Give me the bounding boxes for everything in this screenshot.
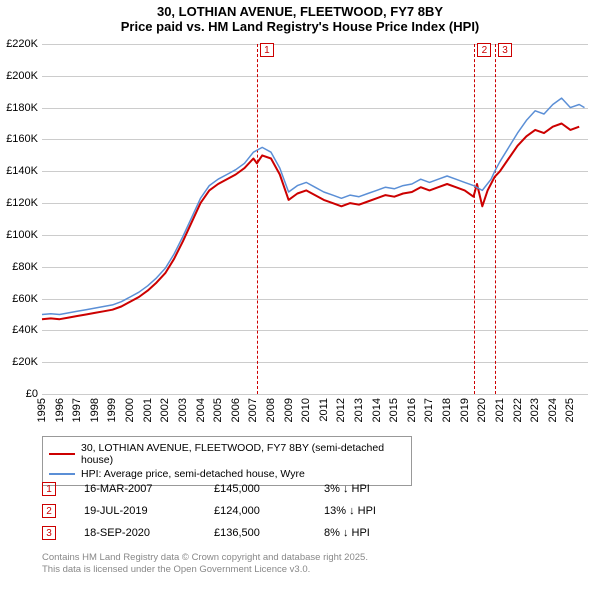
x-tick-label: 2011 — [318, 398, 330, 422]
y-tick-label: £220K — [6, 38, 38, 50]
x-tick-label: 2025 — [564, 398, 576, 422]
line-series-svg — [42, 44, 588, 394]
y-tick-label: £200K — [6, 70, 38, 82]
title-block: 30, LOTHIAN AVENUE, FLEETWOOD, FY7 8BY P… — [0, 0, 600, 34]
event-price: £124,000 — [214, 505, 324, 517]
x-tick-label: 2003 — [177, 398, 189, 422]
event-date: 19-JUL-2019 — [84, 505, 214, 517]
x-tick-label: 2008 — [265, 398, 277, 422]
x-tick-label: 2023 — [529, 398, 541, 422]
event-row: 3 18-SEP-2020£136,5008% ↓ HPI — [42, 522, 444, 544]
x-tick-label: 2007 — [247, 398, 259, 422]
events-table: 1 16-MAR-2007£145,0003% ↓ HPI 2 19-JUL-2019… — [42, 478, 444, 544]
x-tick-label: 1997 — [71, 398, 83, 422]
legend-row-price-paid: 30, LOTHIAN AVENUE, FLEETWOOD, FY7 8BY (… — [49, 441, 405, 467]
series-line-price_paid — [42, 124, 579, 320]
x-tick-label: 2002 — [159, 398, 171, 422]
x-tick-label: 2012 — [335, 398, 347, 422]
x-tick-label: 2001 — [142, 398, 154, 422]
x-tick-label: 2017 — [423, 398, 435, 422]
x-tick-label: 2016 — [406, 398, 418, 422]
y-tick-label: £40K — [12, 324, 38, 336]
y-tick-label: £80K — [12, 261, 38, 273]
footer-line-2: This data is licensed under the Open Gov… — [42, 564, 368, 576]
x-tick-label: 2024 — [547, 398, 559, 422]
y-tick-label: £120K — [6, 197, 38, 209]
event-price: £145,000 — [214, 483, 324, 495]
x-tick-label: 2018 — [441, 398, 453, 422]
x-tick-label: 1999 — [106, 398, 118, 422]
event-delta: 8% ↓ HPI — [324, 527, 444, 539]
event-delta: 13% ↓ HPI — [324, 505, 444, 517]
event-marker-icon: 2 — [42, 504, 56, 518]
x-tick-label: 1996 — [54, 398, 66, 422]
y-tick-label: £160K — [6, 133, 38, 145]
event-date: 18-SEP-2020 — [84, 527, 214, 539]
footer-line-1: Contains HM Land Registry data © Crown c… — [42, 552, 368, 564]
event-row: 1 16-MAR-2007£145,0003% ↓ HPI — [42, 478, 444, 500]
legend-swatch — [49, 473, 75, 475]
event-row: 2 19-JUL-2019£124,00013% ↓ HPI — [42, 500, 444, 522]
x-tick-label: 2006 — [230, 398, 242, 422]
series-line-hpi — [42, 98, 585, 314]
x-tick-label: 2000 — [124, 398, 136, 422]
y-tick-label: £100K — [6, 229, 38, 241]
y-tick-label: £140K — [6, 165, 38, 177]
x-tick-label: 2015 — [388, 398, 400, 422]
event-marker-icon: 3 — [42, 526, 56, 540]
x-tick-label: 1995 — [36, 398, 48, 422]
x-tick-label: 2009 — [283, 398, 295, 422]
event-price: £136,500 — [214, 527, 324, 539]
x-tick-label: 2004 — [195, 398, 207, 422]
grid-line — [42, 394, 588, 395]
y-tick-label: £20K — [12, 356, 38, 368]
legend-label: 30, LOTHIAN AVENUE, FLEETWOOD, FY7 8BY (… — [81, 442, 405, 466]
x-tick-label: 2019 — [459, 398, 471, 422]
x-tick-label: 2005 — [212, 398, 224, 422]
x-tick-label: 2014 — [371, 398, 383, 422]
chart-container: 30, LOTHIAN AVENUE, FLEETWOOD, FY7 8BY P… — [0, 0, 600, 590]
title-line-1: 30, LOTHIAN AVENUE, FLEETWOOD, FY7 8BY — [0, 4, 600, 19]
event-marker-icon: 1 — [42, 482, 56, 496]
footer-note: Contains HM Land Registry data © Crown c… — [42, 552, 368, 576]
x-tick-label: 2021 — [494, 398, 506, 422]
event-date: 16-MAR-2007 — [84, 483, 214, 495]
x-tick-label: 2010 — [300, 398, 312, 422]
x-tick-label: 2022 — [512, 398, 524, 422]
y-tick-label: £180K — [6, 102, 38, 114]
x-tick-label: 2013 — [353, 398, 365, 422]
y-tick-label: £60K — [12, 293, 38, 305]
x-tick-label: 1998 — [89, 398, 101, 422]
event-delta: 3% ↓ HPI — [324, 483, 444, 495]
legend-swatch — [49, 453, 75, 455]
x-tick-label: 2020 — [476, 398, 488, 422]
title-line-2: Price paid vs. HM Land Registry's House … — [0, 19, 600, 34]
chart-plot-area: £0£20K£40K£60K£80K£100K£120K£140K£160K£1… — [42, 44, 588, 394]
